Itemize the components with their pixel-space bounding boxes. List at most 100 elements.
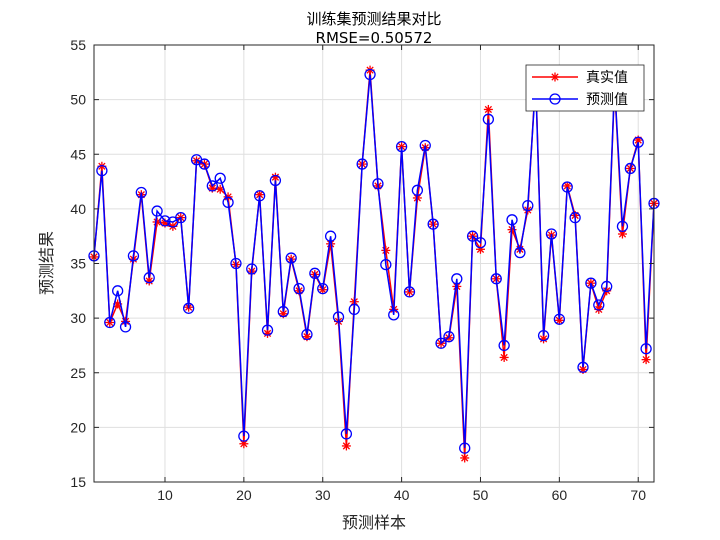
data-point-pred <box>96 164 108 177</box>
legend-box <box>525 64 645 112</box>
data-point-true <box>617 229 627 239</box>
legend: 真实值 预测值 <box>525 64 645 112</box>
data-point-pred <box>293 282 305 295</box>
data-point-pred <box>324 230 337 242</box>
x-tick-label: 60 <box>552 487 568 503</box>
y-tick-label: 55 <box>70 37 86 53</box>
data-point-pred <box>348 303 360 316</box>
data-point-pred <box>104 316 116 329</box>
data-point-pred <box>198 158 211 170</box>
data-point-pred <box>632 136 644 148</box>
data-point-pred <box>301 328 313 341</box>
data-point-pred <box>506 214 518 226</box>
data-point-pred <box>253 190 266 202</box>
x-tick-label: 50 <box>473 487 489 503</box>
y-tick-label: 35 <box>70 256 86 272</box>
data-point-pred <box>182 302 195 314</box>
data-point-pred <box>277 305 289 318</box>
data-point-pred <box>309 267 321 279</box>
data-point-pred <box>474 237 487 249</box>
data-point-pred <box>356 158 368 170</box>
data-point-true <box>499 352 509 362</box>
data-point-pred <box>372 178 384 190</box>
data-point-pred <box>127 250 140 262</box>
x-tick-label: 70 <box>630 487 646 503</box>
data-point-pred <box>112 285 124 297</box>
series-1 <box>88 68 660 454</box>
data-point-pred <box>435 337 447 349</box>
data-point-pred <box>388 309 400 321</box>
data-point-pred <box>285 252 297 264</box>
y-tick-label: 40 <box>70 201 86 217</box>
ticks: 10 20 30 40 50 60 70 15 20 25 30 35 40 45 50 55 <box>70 37 654 503</box>
data-point-pred <box>380 258 392 271</box>
y-tick-label: 50 <box>70 92 86 108</box>
data-point-pred <box>624 162 636 175</box>
data-point-pred <box>206 180 218 192</box>
data-point-pred <box>159 215 171 227</box>
data-point-pred <box>545 228 558 240</box>
data-point-pred <box>261 324 274 336</box>
y-tick-label: 20 <box>70 419 86 435</box>
x-tick-label: 30 <box>315 487 331 503</box>
data-point-pred <box>340 428 353 440</box>
data-point-pred <box>466 230 479 242</box>
data-point-pred <box>364 68 376 81</box>
data-point-pred <box>601 280 613 293</box>
legend-marker-pred <box>549 93 561 105</box>
data-point-pred <box>514 246 526 259</box>
data-point-pred <box>419 139 431 152</box>
series-line-1 <box>93 74 655 449</box>
data-point-pred <box>269 174 282 187</box>
y-axis-label: 预测结果 <box>37 231 56 295</box>
chart-subtitle: RMSE=0.50572 <box>316 29 433 47</box>
data-point-true <box>239 439 249 449</box>
data-point-pred <box>482 113 495 125</box>
data-point-pred <box>246 263 258 275</box>
data-point-pred <box>451 273 463 285</box>
data-point-pred <box>577 361 589 373</box>
data-point-true <box>641 355 651 365</box>
x-tick-label: 40 <box>394 487 410 503</box>
data-point-pred <box>616 220 629 233</box>
data-point-pred <box>175 211 187 224</box>
data-point-pred <box>411 184 424 196</box>
legend-label-pred: 预测值 <box>586 92 628 108</box>
y-tick-label: 45 <box>70 146 86 162</box>
legend-label-true: 真实值 <box>586 70 628 86</box>
data-point-pred <box>569 211 581 224</box>
data-point-pred <box>238 430 250 442</box>
data-point-pred <box>443 331 455 343</box>
data-point-pred <box>427 218 439 230</box>
x-axis-label: 预测样本 <box>342 513 406 532</box>
legend-marker-true <box>550 72 560 82</box>
data-point-true <box>483 104 493 114</box>
chart-title: 训练集预测结果对比 <box>306 10 441 28</box>
y-tick-label: 30 <box>70 310 86 326</box>
series-layer <box>88 65 660 463</box>
data-point-pred <box>537 329 550 342</box>
data-point-true <box>460 453 470 463</box>
data-point-pred <box>151 205 163 217</box>
data-point-pred <box>222 196 234 208</box>
data-point-pred <box>561 181 573 193</box>
data-point-pred <box>317 282 329 295</box>
y-tick-label: 15 <box>70 474 86 490</box>
data-point-true <box>341 441 351 451</box>
data-point-pred <box>143 272 155 284</box>
x-tick-label: 10 <box>157 487 173 503</box>
data-point-pred <box>459 442 471 454</box>
data-point-pred <box>490 273 502 285</box>
data-point-pred <box>403 286 416 298</box>
data-point-pred <box>522 199 534 212</box>
data-point-true <box>381 245 391 255</box>
data-point-pred <box>214 172 226 184</box>
data-point-pred <box>585 277 597 289</box>
data-point-pred <box>230 257 242 270</box>
x-tick-label: 20 <box>236 487 252 503</box>
data-point-pred <box>593 299 605 311</box>
y-tick-label: 25 <box>70 365 86 381</box>
data-point-pred <box>135 186 147 199</box>
data-point-pred <box>119 321 132 333</box>
